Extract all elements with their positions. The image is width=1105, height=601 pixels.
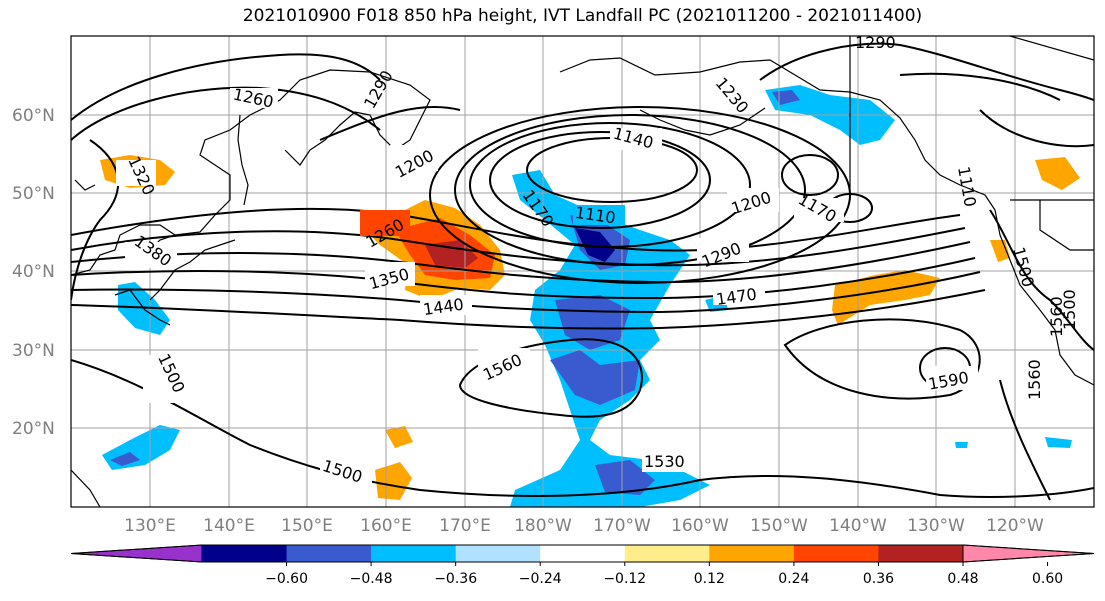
lon-label: 170°E — [439, 516, 491, 536]
lon-label: 160°W — [671, 516, 729, 536]
colorbar-label: 0.48 — [947, 571, 978, 587]
map-title: 2021010900 F018 850 hPa height, IVT Land… — [242, 6, 923, 26]
longitude-labels: 130°E 140°E 150°E 160°E 170°E 180°W 170°… — [124, 516, 1044, 536]
negative-core-d — [550, 350, 640, 405]
negative-core-c — [555, 295, 630, 350]
lon-label: 130°E — [124, 516, 176, 536]
colorbar-segment — [793, 545, 879, 562]
colorbar-label: −0.48 — [350, 571, 393, 587]
colorbar-segment — [540, 545, 626, 562]
colorbar-label: −0.36 — [434, 571, 477, 587]
lon-label: 170°W — [593, 516, 651, 536]
colorbar-extend-high — [962, 544, 1095, 563]
negative-core-e — [595, 460, 655, 495]
lon-label: 160°E — [360, 516, 412, 536]
lat-label: 50°N — [12, 184, 55, 204]
colorbar-segment — [286, 545, 372, 562]
colorbar-label: 0.36 — [863, 571, 894, 587]
colorbar-label: −0.60 — [265, 571, 308, 587]
colorbar-segment — [624, 545, 710, 562]
negative-core-b — [575, 228, 615, 262]
colorbar-label: −0.24 — [519, 571, 562, 587]
lon-label: 180°W — [514, 516, 572, 536]
map-panel: 1260 1290 1290 1230 1320 1200 1140 1110 … — [71, 33, 1094, 507]
lat-label: 20°N — [12, 419, 55, 439]
lon-label: 140°E — [203, 516, 255, 536]
contour-label: 1530 — [644, 452, 685, 471]
colorbar-segment — [709, 545, 795, 562]
colorbar-extend-low — [70, 544, 203, 563]
lat-label: 60°N — [12, 106, 55, 126]
contour-label: 1560 — [1025, 359, 1044, 400]
lat-label: 40°N — [12, 262, 55, 282]
lon-label: 130°W — [907, 516, 965, 536]
lon-label: 150°W — [750, 516, 808, 536]
lon-label: 120°W — [986, 516, 1044, 536]
colorbar-segment — [202, 545, 288, 562]
contour-label: 1290 — [855, 33, 896, 52]
contour-label-layer: 1260 1290 1290 1230 1320 1200 1140 1110 … — [116, 33, 1079, 487]
colorbar-segment — [878, 545, 964, 562]
lon-label: 150°E — [281, 516, 333, 536]
coastlines — [71, 36, 1094, 507]
contour-label: 1500 — [1060, 289, 1079, 330]
colorbar-segment — [455, 545, 541, 562]
contour-label: 1560 — [1047, 296, 1066, 337]
gridlines — [71, 36, 1094, 507]
colorbar-label: 0.24 — [778, 571, 809, 587]
lat-label: 30°N — [12, 341, 55, 361]
lon-label: 140°W — [829, 516, 887, 536]
colorbar-segment — [371, 545, 457, 562]
colorbar-frame — [70, 544, 1095, 563]
colorbar: −0.60 −0.48 −0.36 −0.24 −0.12 0.12 0.24 0.36 0.4… — [70, 544, 1095, 587]
latitude-labels: 60°N 50°N 40°N 30°N 20°N — [12, 106, 55, 439]
colorbar-label: 0.12 — [694, 571, 725, 587]
colorbar-label: −0.12 — [603, 571, 646, 587]
colorbar-label: 0.60 — [1032, 571, 1063, 587]
map-border — [70, 35, 1095, 508]
positive-canada — [1035, 157, 1080, 190]
